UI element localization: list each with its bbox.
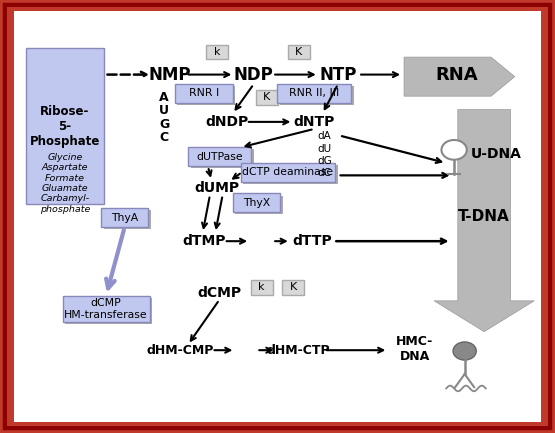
Circle shape: [441, 140, 467, 160]
Text: HMC-
DNA: HMC- DNA: [396, 335, 433, 363]
Text: Ribose-
5-
Phosphate: Ribose- 5- Phosphate: [30, 104, 100, 148]
Text: NTP: NTP: [320, 65, 357, 84]
FancyBboxPatch shape: [103, 210, 151, 229]
FancyBboxPatch shape: [190, 149, 254, 168]
Text: dNDP: dNDP: [206, 115, 249, 129]
FancyBboxPatch shape: [26, 48, 104, 204]
FancyBboxPatch shape: [63, 296, 150, 322]
Text: dHM-CTP: dHM-CTP: [267, 344, 330, 357]
Text: RNR I: RNR I: [189, 88, 219, 98]
Text: k: k: [214, 47, 220, 57]
Text: K: K: [290, 282, 297, 292]
Text: dUTPase: dUTPase: [196, 152, 243, 162]
Text: RNR II, III: RNR II, III: [289, 88, 340, 98]
Text: dTMP: dTMP: [182, 234, 225, 248]
FancyBboxPatch shape: [233, 194, 280, 212]
Text: T-DNA: T-DNA: [458, 209, 510, 224]
FancyBboxPatch shape: [280, 86, 354, 105]
FancyArrow shape: [404, 57, 515, 96]
Text: dG: dG: [317, 156, 332, 166]
FancyBboxPatch shape: [235, 196, 282, 214]
Text: U-DNA: U-DNA: [471, 147, 522, 161]
FancyBboxPatch shape: [101, 208, 148, 227]
Text: dCTP deaminase: dCTP deaminase: [243, 167, 334, 177]
Text: Glycine
Aspartate
Formate
Gluamate
Carbamyl-
phosphate: Glycine Aspartate Formate Gluamate Carba…: [40, 153, 90, 214]
FancyBboxPatch shape: [282, 280, 304, 294]
FancyBboxPatch shape: [256, 90, 278, 105]
Text: RNA: RNA: [436, 66, 478, 84]
FancyBboxPatch shape: [241, 163, 336, 181]
Circle shape: [453, 342, 476, 360]
FancyBboxPatch shape: [188, 147, 251, 166]
Text: dCMP: dCMP: [198, 286, 241, 300]
FancyBboxPatch shape: [243, 165, 338, 184]
FancyArrow shape: [434, 110, 534, 332]
Text: K: K: [263, 92, 271, 102]
Text: ThyX: ThyX: [243, 198, 270, 208]
Text: NMP: NMP: [148, 65, 191, 84]
Text: K: K: [295, 47, 302, 57]
Text: NDP: NDP: [234, 65, 274, 84]
FancyBboxPatch shape: [287, 45, 310, 59]
FancyBboxPatch shape: [178, 86, 235, 105]
FancyBboxPatch shape: [65, 298, 152, 324]
FancyBboxPatch shape: [278, 84, 351, 103]
Text: C: C: [160, 132, 169, 145]
Text: dNTP: dNTP: [294, 115, 335, 129]
Text: dC: dC: [317, 168, 331, 178]
Text: k: k: [259, 282, 265, 292]
Text: U: U: [159, 104, 169, 117]
Text: G: G: [159, 118, 169, 131]
FancyBboxPatch shape: [206, 45, 228, 59]
Text: A: A: [159, 90, 169, 104]
Text: dTTP: dTTP: [292, 234, 332, 248]
FancyBboxPatch shape: [251, 280, 273, 294]
Text: dUMP: dUMP: [194, 181, 239, 195]
Text: dA: dA: [317, 131, 331, 141]
Text: dU: dU: [317, 144, 331, 154]
Text: dCMP
HM-transferase: dCMP HM-transferase: [64, 298, 148, 320]
Text: dHM-CMP: dHM-CMP: [147, 344, 214, 357]
FancyBboxPatch shape: [175, 84, 233, 103]
Text: ThyA: ThyA: [111, 213, 138, 223]
